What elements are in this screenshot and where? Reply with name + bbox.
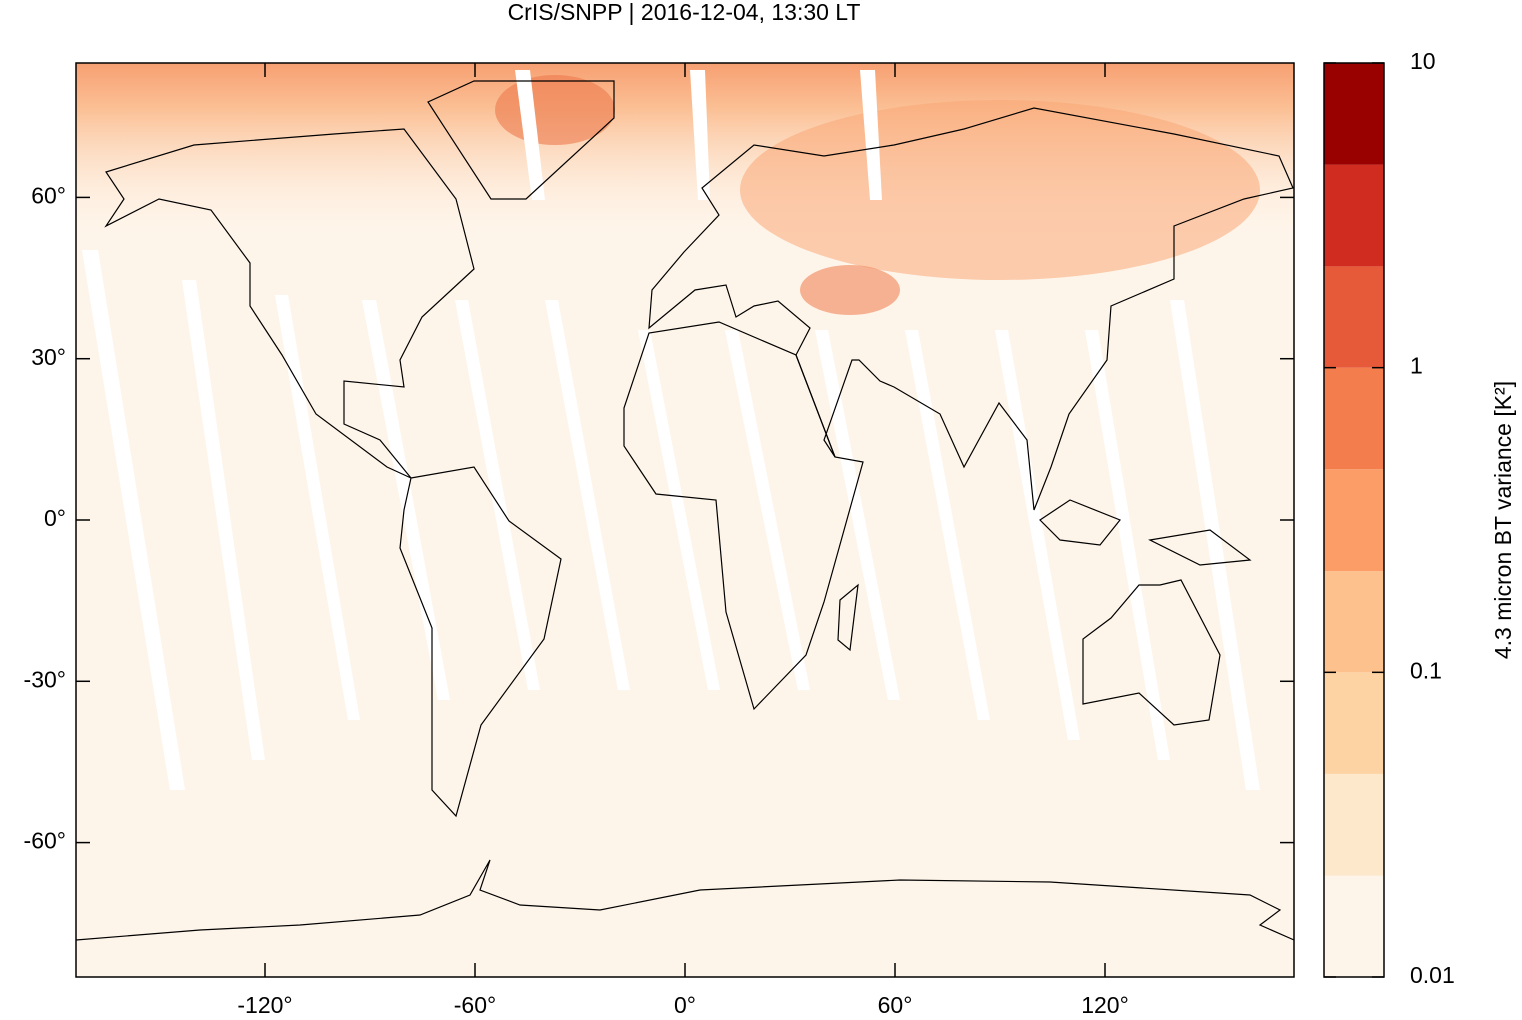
data-gaps xyxy=(82,70,1260,790)
coastlines xyxy=(76,80,1294,941)
colorbar-frame xyxy=(1323,62,1385,978)
x-tick-label: 0° xyxy=(674,992,696,1018)
colorbar-tick-label: 0.01 xyxy=(1410,962,1455,988)
y-tick-label: 30° xyxy=(31,344,66,370)
colorbar-band xyxy=(1324,773,1384,876)
x-tick-label: 120° xyxy=(1081,992,1129,1018)
colorbar-band xyxy=(1324,266,1384,368)
colorbar-label: 4.3 micron BT variance [K²] xyxy=(1490,381,1516,659)
chart-title: CrIS/SNPP | 2016-12-04, 13:30 LT xyxy=(508,0,861,25)
colorbar-band xyxy=(1324,164,1384,267)
colorbar-band xyxy=(1324,469,1384,572)
x-tick-label: -60° xyxy=(454,992,496,1018)
colorbar-tick-label: 0.1 xyxy=(1410,657,1442,683)
map xyxy=(76,63,1294,977)
y-tick-label: 60° xyxy=(31,182,66,208)
high-variance-region xyxy=(740,100,1260,280)
colorbar-band xyxy=(1324,367,1384,470)
colorbar-band xyxy=(1324,63,1384,165)
colorbar-band xyxy=(1324,875,1384,977)
colorbar-band xyxy=(1324,672,1384,774)
y-tick-label: 0° xyxy=(44,505,66,531)
y-tick-label: -30° xyxy=(24,666,66,692)
colorbar-band xyxy=(1324,571,1384,673)
x-tick-label: -120° xyxy=(237,992,292,1018)
high-variance-region xyxy=(800,265,900,315)
x-tick-label: 60° xyxy=(878,992,913,1018)
colorbar-tick-label: 10 xyxy=(1410,48,1436,74)
y-tick-label: -60° xyxy=(24,828,66,854)
high-variance-region xyxy=(495,75,615,145)
colorbar-tick-label: 1 xyxy=(1410,353,1423,379)
